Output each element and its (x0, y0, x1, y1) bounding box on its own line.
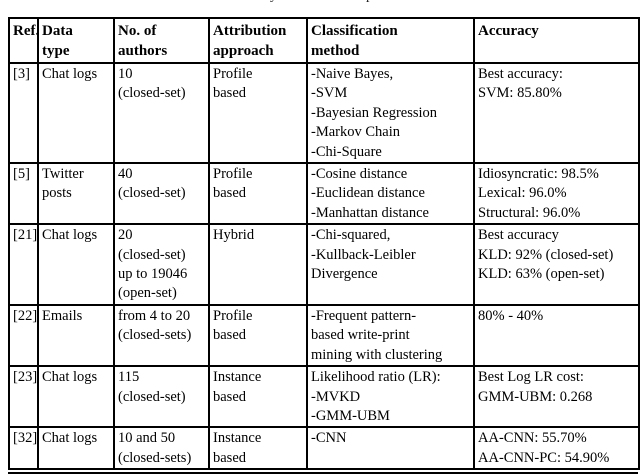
cell-accuracy: Best accuracy: SVM: 85.80% (473, 61, 640, 165)
cell-data-type: Chat logs (37, 223, 115, 306)
cell-ref: [5] (8, 162, 39, 226)
table-row: [5] Twitter posts 40 (closed-set) Profil… (8, 162, 640, 226)
cell-method: -CNN (306, 426, 475, 471)
cell-data-type: Twitter posts (37, 162, 115, 226)
cell-data-type: Chat logs (37, 365, 115, 429)
cell-authors: 10 (closed-set) (113, 61, 210, 165)
cell-ref: [21] (8, 223, 39, 306)
attribution-comparison-table: Ref. Data type No. of authors Attributio… (8, 17, 640, 471)
cell-approach: Instance based (208, 365, 308, 429)
paper-page: { "page": { "background": "#ffffff", "te… (8, 0, 640, 474)
header-data-type: Data type (37, 17, 115, 64)
cell-ref: [22] (8, 303, 39, 368)
cell-data-type: Chat logs (37, 426, 115, 471)
table-header-row: Ref. Data type No. of authors Attributio… (8, 17, 640, 64)
table-row: [3] Chat logs 10 (closed-set) Profile ba… (8, 61, 640, 165)
table-row: [32] Chat logs 10 and 50 (closed-sets) I… (8, 426, 640, 471)
comparison-table-wrapper: Ref. Data type No. of authors Attributio… (8, 17, 640, 474)
cell-approach: Profile based (208, 303, 308, 368)
cell-ref: [32] (8, 426, 39, 471)
cell-accuracy: Best accuracy KLD: 92% (closed-set) KLD:… (473, 223, 640, 306)
cell-authors: from 4 to 20 (closed-sets) (113, 303, 210, 368)
cell-data-type: Emails (37, 303, 115, 368)
cell-method: -Chi-squared, -Kullback-Leibler Divergen… (306, 223, 475, 306)
header-accuracy: Accuracy (473, 17, 640, 64)
cell-method: -Naive Bayes, -SVM -Bayesian Regression … (306, 61, 475, 165)
header-ref: Ref. (8, 17, 39, 64)
cell-method: Likelihood ratio (LR): -MVKD -GMM-UBM (306, 365, 475, 429)
table-row: [21] Chat logs 20 (closed-set) up to 190… (8, 223, 640, 306)
cell-data-type: Chat logs (37, 61, 115, 165)
cell-approach: Hybrid (208, 223, 308, 306)
cell-ref: [23] (8, 365, 39, 429)
cell-accuracy: 80% - 40% (473, 303, 640, 368)
table-row: [23] Chat logs 115 (closed-set) Instance… (8, 365, 640, 429)
cell-ref: [3] (8, 61, 39, 165)
cell-approach: Profile based (208, 61, 308, 165)
cell-approach: Profile based (208, 162, 308, 226)
cell-accuracy: Idiosyncratic: 98.5% Lexical: 96.0% Stru… (473, 162, 640, 226)
cell-authors: 20 (closed-set) up to 19046 (open-set) (113, 223, 210, 306)
cell-authors: 40 (closed-set) (113, 162, 210, 226)
header-attribution-approach: Attribution approach (208, 17, 308, 64)
cell-accuracy: AA-CNN: 55.70% AA-CNN-PC: 54.90% (473, 426, 640, 471)
caption-descender-fragment-left: y (270, 0, 282, 5)
cell-authors: 10 and 50 (closed-sets) (113, 426, 210, 471)
header-classification-method: Classification method (306, 17, 475, 64)
cell-accuracy: Best Log LR cost: GMM-UBM: 0.268 (473, 365, 640, 429)
cell-approach: Instance based (208, 426, 308, 471)
header-no-of-authors: No. of authors (113, 17, 210, 64)
cell-method: -Frequent pattern- based write-print min… (306, 303, 475, 368)
cell-authors: 115 (closed-set) (113, 365, 210, 429)
cell-method: -Cosine distance -Euclidean distance -Ma… (306, 162, 475, 226)
table-row: [22] Emails from 4 to 20 (closed-sets) P… (8, 303, 640, 368)
caption-descender-fragment-right: p (366, 0, 378, 5)
